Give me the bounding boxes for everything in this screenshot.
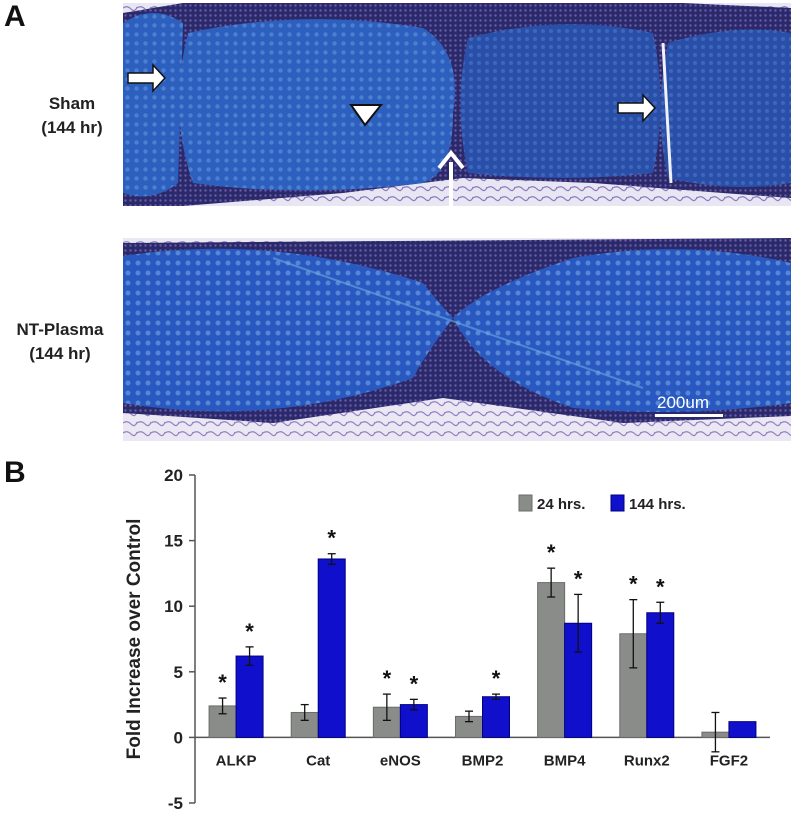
legend-label-144h: 144 hrs. xyxy=(629,496,686,513)
micrograph-label-nt-plasma: NT-Plasma (144 hr) xyxy=(0,318,120,366)
y-axis-label: Fold Increase over Control xyxy=(124,519,145,760)
y-tick-label: 0 xyxy=(174,728,183,747)
panel-a-letter: A xyxy=(4,0,26,34)
y-tick-label: 10 xyxy=(164,597,183,616)
y-tick-label: 15 xyxy=(164,532,183,551)
scale-bar xyxy=(655,414,723,417)
significance-marker: * xyxy=(656,574,665,599)
y-tick-label: 20 xyxy=(164,466,183,485)
bar-alkp-144h xyxy=(236,656,263,737)
bar-bmp2-144h xyxy=(483,697,510,738)
bar-chart: Fold Increase over Control -5 0 5 10 15 20 * *… xyxy=(0,448,792,818)
x-tick-label-runx2: Runx2 xyxy=(624,752,670,769)
x-tick-label-bmp2: BMP2 xyxy=(462,752,504,769)
significance-marker: * xyxy=(547,540,556,565)
bar-bmp4-24h xyxy=(538,583,565,738)
significance-marker: * xyxy=(629,572,638,597)
legend-swatch-144h xyxy=(611,495,624,511)
y-tick-label: 5 xyxy=(174,663,183,682)
x-tick-label-alkp: ALKP xyxy=(216,752,257,769)
legend-label-24h: 24 hrs. xyxy=(537,496,585,513)
bar-fgf2-144h xyxy=(729,722,756,738)
label-line1: Sham xyxy=(30,92,114,116)
legend-swatch-24h xyxy=(519,495,532,511)
y-tick-label: -5 xyxy=(168,794,183,813)
significance-marker: * xyxy=(383,666,392,691)
significance-marker: * xyxy=(410,671,419,696)
scale-bar-label: 200um xyxy=(657,393,709,413)
significance-marker: * xyxy=(492,666,501,691)
significance-marker: * xyxy=(327,526,336,551)
significance-marker: * xyxy=(574,566,583,591)
x-tick-label-fgf2: FGF2 xyxy=(710,752,748,769)
x-tick-label-cat: Cat xyxy=(306,752,330,769)
bar-cat-144h xyxy=(318,559,345,737)
bar-runx2-144h xyxy=(647,613,674,738)
label-line1: NT-Plasma xyxy=(0,318,120,342)
micrograph-label-sham: Sham (144 hr) xyxy=(30,92,114,140)
label-line2: (144 hr) xyxy=(30,116,114,140)
significance-marker: * xyxy=(218,670,227,695)
label-line2: (144 hr) xyxy=(0,342,120,366)
significance-marker: * xyxy=(245,619,254,644)
x-tick-label-bmp4: BMP4 xyxy=(544,752,586,769)
x-tick-label-enos: eNOS xyxy=(380,752,421,769)
